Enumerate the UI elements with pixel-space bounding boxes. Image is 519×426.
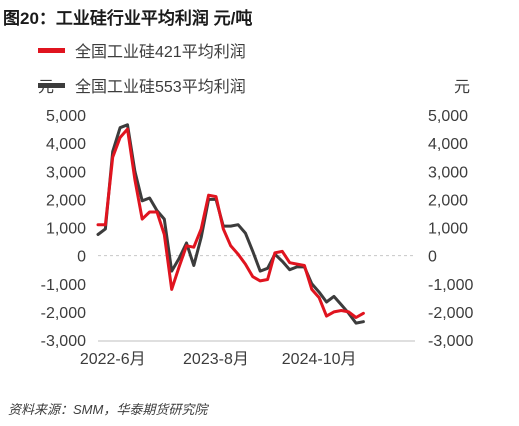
- y-tick-label-left: 3,000: [46, 164, 86, 181]
- y-tick-label-left: -3,000: [41, 333, 86, 350]
- y-tick-label-right: -2,000: [428, 305, 473, 322]
- y-tick-label-left: 0: [77, 249, 86, 266]
- x-tick-label: 2023-8月: [183, 351, 249, 368]
- x-tick-label: 2024-10月: [282, 351, 357, 368]
- y-tick-label-left: 2,000: [46, 192, 86, 209]
- y-tick-label-right: -3,000: [428, 333, 473, 350]
- chart-title: 图20：工业硅行业平均利润 元/吨: [3, 9, 253, 28]
- legend-label-421: 全国工业硅421平均利润: [75, 44, 246, 61]
- y-axis-unit-right: 元: [454, 79, 471, 96]
- y-tick-label-right: 1,000: [428, 221, 468, 238]
- y-tick-label-right: 5,000: [428, 108, 468, 125]
- y-tick-label-left: 4,000: [46, 136, 86, 153]
- y-tick-label-left: 1,000: [46, 221, 86, 238]
- y-tick-label-left: -2,000: [41, 305, 86, 322]
- legend-item-553: 全国工业硅553平均利润: [38, 73, 246, 97]
- y-tick-label-right: -1,000: [428, 277, 473, 294]
- y-tick-label-right: 2,000: [428, 192, 468, 209]
- x-tick-label: 2022-6月: [80, 351, 146, 368]
- legend-item-421: 全国工业硅421平均利润: [38, 38, 246, 62]
- y-tick-label-right: 4,000: [428, 136, 468, 153]
- series-line-421: [96, 127, 365, 319]
- source-note: 资料来源：SMM，华泰期货研究院: [8, 402, 208, 417]
- series-line-553: [96, 123, 365, 325]
- legend-label-553: 全国工业硅553平均利润: [75, 79, 246, 96]
- legend-swatch-553: [38, 82, 65, 88]
- y-tick-label-left: -1,000: [41, 277, 86, 294]
- legend-swatch-421: [38, 47, 65, 53]
- y-tick-label-left: 5,000: [46, 108, 86, 125]
- y-tick-label-right: 0: [428, 249, 437, 266]
- y-tick-label-right: 3,000: [428, 164, 468, 181]
